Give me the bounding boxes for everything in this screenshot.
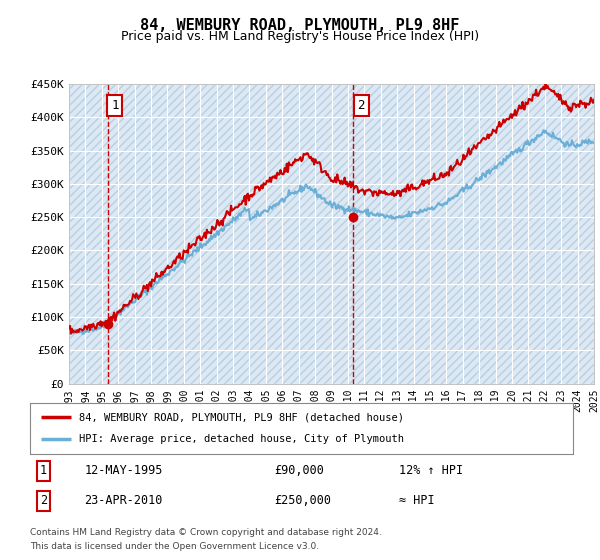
Text: 84, WEMBURY ROAD, PLYMOUTH, PL9 8HF (detached house): 84, WEMBURY ROAD, PLYMOUTH, PL9 8HF (det…	[79, 412, 404, 422]
Text: 84, WEMBURY ROAD, PLYMOUTH, PL9 8HF: 84, WEMBURY ROAD, PLYMOUTH, PL9 8HF	[140, 18, 460, 33]
Text: 23-APR-2010: 23-APR-2010	[85, 494, 163, 507]
Text: ≈ HPI: ≈ HPI	[399, 494, 435, 507]
Text: HPI: Average price, detached house, City of Plymouth: HPI: Average price, detached house, City…	[79, 435, 404, 445]
Text: 1: 1	[40, 464, 47, 478]
Text: 2: 2	[40, 494, 47, 507]
Text: £90,000: £90,000	[274, 464, 324, 478]
Text: Price paid vs. HM Land Registry's House Price Index (HPI): Price paid vs. HM Land Registry's House …	[121, 30, 479, 43]
Text: £250,000: £250,000	[274, 494, 331, 507]
Text: 2: 2	[357, 99, 365, 112]
Text: 12% ↑ HPI: 12% ↑ HPI	[399, 464, 463, 478]
Text: 1: 1	[111, 99, 119, 112]
Text: Contains HM Land Registry data © Crown copyright and database right 2024.: Contains HM Land Registry data © Crown c…	[30, 528, 382, 536]
Text: This data is licensed under the Open Government Licence v3.0.: This data is licensed under the Open Gov…	[30, 542, 319, 551]
Text: 12-MAY-1995: 12-MAY-1995	[85, 464, 163, 478]
